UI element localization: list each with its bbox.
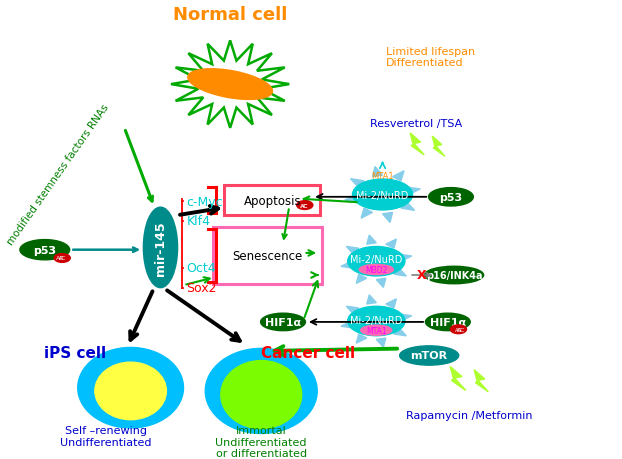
Text: MTA1: MTA1 [366, 326, 387, 335]
Text: iPS cell: iPS cell [44, 345, 106, 360]
Text: MBD2: MBD2 [365, 265, 388, 274]
Text: AC: AC [55, 256, 64, 261]
Ellipse shape [20, 240, 70, 260]
Ellipse shape [361, 325, 392, 336]
Polygon shape [346, 247, 359, 255]
Polygon shape [376, 279, 386, 288]
Polygon shape [341, 321, 353, 328]
Text: AC: AC [58, 256, 66, 261]
Text: Self –renewing
Undifferentiated: Self –renewing Undifferentiated [60, 425, 152, 447]
Text: Mi-2/NuRD: Mi-2/NuRD [350, 254, 402, 264]
Text: Mi-2/NuRD: Mi-2/NuRD [350, 315, 402, 325]
Polygon shape [392, 171, 404, 181]
Polygon shape [350, 179, 364, 188]
Text: p16/INK4a: p16/INK4a [259, 270, 315, 280]
Text: modified stemness factors RNAs: modified stemness factors RNAs [5, 102, 110, 246]
Text: p21: p21 [271, 248, 295, 258]
Text: p53: p53 [34, 245, 55, 255]
Polygon shape [474, 370, 488, 392]
Ellipse shape [54, 254, 70, 263]
Ellipse shape [424, 267, 484, 284]
Text: Normal cell: Normal cell [173, 6, 287, 24]
Text: AC: AC [455, 327, 462, 332]
Ellipse shape [429, 188, 473, 207]
Polygon shape [407, 188, 420, 195]
Ellipse shape [205, 349, 317, 433]
Polygon shape [386, 240, 396, 249]
Text: Limited lifespan
Differentiated: Limited lifespan Differentiated [386, 47, 475, 68]
Polygon shape [361, 209, 373, 219]
Ellipse shape [348, 247, 405, 276]
Polygon shape [401, 202, 415, 211]
Text: Oct4: Oct4 [187, 262, 216, 274]
Polygon shape [341, 262, 353, 269]
Text: c-Myc: c-Myc [187, 196, 223, 208]
Text: mTOR: mTOR [411, 351, 448, 361]
Polygon shape [367, 235, 376, 245]
Text: AC: AC [457, 327, 466, 332]
Text: p53: p53 [277, 192, 301, 202]
Polygon shape [432, 137, 445, 157]
Text: Immortal
Undifferentiated
or differentiated: Immortal Undifferentiated or differentia… [215, 425, 307, 458]
Text: Senescence: Senescence [233, 249, 302, 262]
Text: HIF1α: HIF1α [265, 317, 301, 327]
Ellipse shape [360, 265, 394, 275]
FancyBboxPatch shape [213, 227, 322, 285]
Text: Klf4: Klf4 [187, 215, 211, 228]
Ellipse shape [399, 346, 458, 365]
Polygon shape [373, 167, 383, 177]
Ellipse shape [267, 188, 312, 207]
Polygon shape [345, 195, 358, 202]
Polygon shape [450, 367, 466, 391]
Text: mir-145: mir-145 [154, 221, 167, 275]
Ellipse shape [143, 207, 178, 288]
Ellipse shape [78, 348, 183, 428]
Text: p53: p53 [33, 245, 57, 255]
Ellipse shape [353, 179, 412, 211]
Ellipse shape [425, 313, 470, 331]
Text: p16/INK4a: p16/INK4a [426, 270, 482, 280]
Polygon shape [410, 134, 424, 156]
Text: Mi-2/NuRD: Mi-2/NuRD [356, 190, 409, 200]
Polygon shape [376, 338, 386, 347]
Polygon shape [171, 41, 289, 129]
Polygon shape [367, 295, 376, 304]
Text: Apoptosis: Apoptosis [244, 194, 301, 207]
Ellipse shape [261, 313, 305, 331]
Polygon shape [399, 314, 412, 321]
Polygon shape [386, 299, 396, 308]
Text: Cancer cell: Cancer cell [261, 345, 355, 360]
Text: p53: p53 [439, 192, 463, 202]
Text: X: X [416, 268, 426, 281]
Ellipse shape [221, 361, 302, 429]
Ellipse shape [263, 245, 303, 262]
Polygon shape [356, 334, 367, 343]
Polygon shape [394, 328, 406, 336]
Ellipse shape [297, 201, 313, 210]
Text: MTA1: MTA1 [371, 171, 394, 180]
Text: Rapamycin /Metformin: Rapamycin /Metformin [406, 410, 533, 420]
Text: Sox2: Sox2 [187, 282, 217, 295]
Ellipse shape [95, 363, 166, 420]
Ellipse shape [188, 70, 272, 100]
Polygon shape [383, 213, 392, 223]
Ellipse shape [258, 267, 317, 284]
Polygon shape [394, 269, 406, 276]
Polygon shape [346, 307, 359, 314]
FancyBboxPatch shape [224, 185, 320, 216]
Text: AC: AC [301, 203, 309, 208]
Text: AC: AC [300, 203, 309, 208]
Text: Resveretrol /TSA: Resveretrol /TSA [370, 119, 462, 129]
Polygon shape [356, 274, 367, 284]
Ellipse shape [450, 325, 466, 334]
Ellipse shape [348, 307, 405, 336]
Text: HIF1α: HIF1α [430, 317, 466, 327]
Polygon shape [399, 255, 412, 262]
